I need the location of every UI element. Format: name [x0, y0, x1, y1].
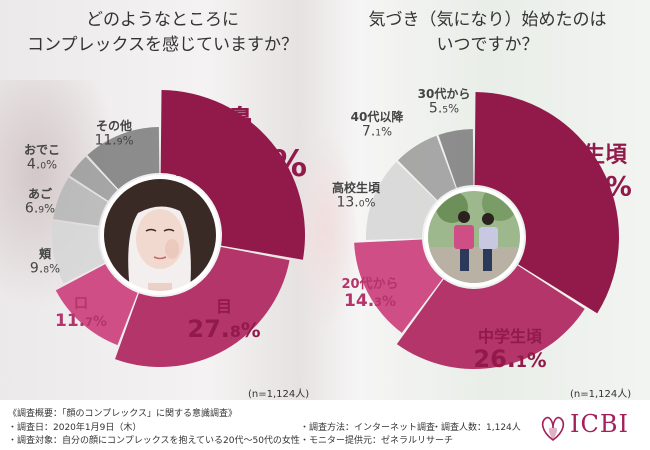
survey-monitor: ・モニター提供元：ゼネラルリサーチ [300, 436, 454, 446]
segment-value-5: 4.0% [27, 157, 57, 173]
segment-value-4: 6.9% [25, 201, 55, 217]
donut-segment-0 [160, 90, 305, 260]
segment-value-1: 27.8% [187, 315, 261, 343]
segment-label-3: 頬 [39, 246, 52, 261]
survey-summary: 《調査概要：「顔のコンプレックス」に関する意識調査》 [8, 409, 237, 419]
right-title-line-1: 気づき（気になり）始めたのは [368, 10, 607, 30]
right-chart-title: 気づき（気になり）始めたのは いつですか？ [325, 8, 650, 58]
icbi-logo-text: ICBI [570, 410, 629, 438]
survey-count: ・調査人数：1,124人 [432, 423, 521, 433]
segment-label-6: その他 [96, 118, 132, 133]
survey-target: ・調査対象：自分の顔にコンプレックスを抱えている20代〜50代の女性 [8, 436, 300, 446]
right-title-line-2: いつですか？ [436, 35, 539, 55]
donut-segment-6 [87, 127, 160, 190]
donut-segment-5 [69, 156, 118, 201]
segment-label-1: 目 [216, 297, 232, 316]
left-chart-title: どのようなところに コンプレックスを感じていますか？ [0, 8, 325, 58]
segment-label-0: 鼻 [226, 104, 254, 137]
survey-date: ・調査日：2020年1月9日（木） [8, 423, 142, 433]
icbi-logo-mark [541, 416, 565, 441]
donut-segment-3 [52, 221, 105, 284]
segment-label-2: 口 [74, 296, 88, 312]
segment-value-3: 9.8% [30, 261, 60, 277]
survey-method: ・調査方法：インターネット調査 [300, 423, 436, 433]
segment-label-5: おでこ [24, 143, 60, 157]
segment-value-6: 11.9% [94, 133, 133, 149]
donut-segment-1 [115, 246, 290, 368]
segment-label-4: あご [28, 186, 53, 201]
face-photo [104, 179, 216, 291]
donut-segment-2 [55, 264, 138, 346]
left-title-line-1: どのようなところに [86, 10, 239, 30]
segment-value-2: 11.7% [55, 311, 107, 331]
survey-footer: 《調査概要：「顔のコンプレックス」に関する意識調査》 ・調査日：2020年1月9… [0, 400, 650, 450]
left-title-line-2: コンプレックスを感じていますか？ [27, 35, 298, 55]
segment-value-0: 27.9% [173, 136, 307, 187]
donut-segment-4 [53, 177, 108, 226]
left-sample-size: (n=1,124人) [248, 389, 310, 400]
right-sample-size: (n=1,124人) [570, 389, 632, 400]
